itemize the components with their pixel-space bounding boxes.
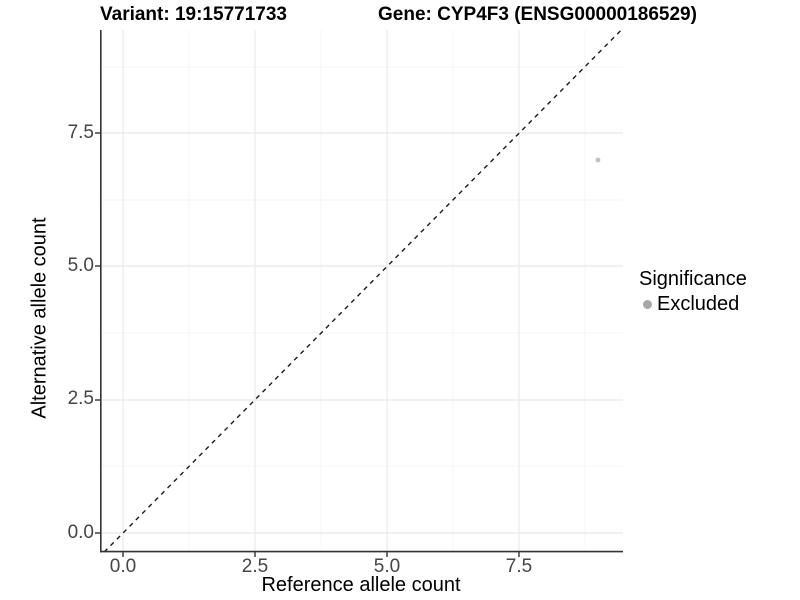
x-axis-title: Reference allele count xyxy=(261,574,461,596)
y-axis-title: Alternative allele count xyxy=(28,217,51,419)
plot-title-variant: Variant: 19:15771733 xyxy=(100,4,287,25)
x-tick-label: 2.5 xyxy=(241,556,269,577)
legend: Significance Excluded xyxy=(639,268,747,315)
x-tick-label: 5.0 xyxy=(373,556,401,577)
identity-reference-line xyxy=(103,30,622,553)
legend-item-label: Excluded xyxy=(657,293,740,315)
y-tick-label: 2.5 xyxy=(67,388,94,409)
gridlines-minor xyxy=(100,30,623,552)
plot-title-gene: Gene: CYP4F3 (ENSG00000186529) xyxy=(378,4,697,25)
x-tick-label: 0.0 xyxy=(109,556,137,577)
plot-panel xyxy=(95,30,623,557)
y-tick-label: 7.5 xyxy=(67,122,94,143)
y-tick-label: 0.0 xyxy=(67,522,94,543)
legend-point-icon xyxy=(643,300,652,309)
x-tick-label: 7.5 xyxy=(505,556,533,577)
legend-title: Significance xyxy=(639,268,747,290)
gridlines-major xyxy=(100,30,623,552)
axis-tick-marks xyxy=(95,132,520,557)
data-point xyxy=(595,157,601,163)
legend-item-excluded: Excluded xyxy=(639,293,747,315)
y-tick-label: 5.0 xyxy=(67,255,94,276)
